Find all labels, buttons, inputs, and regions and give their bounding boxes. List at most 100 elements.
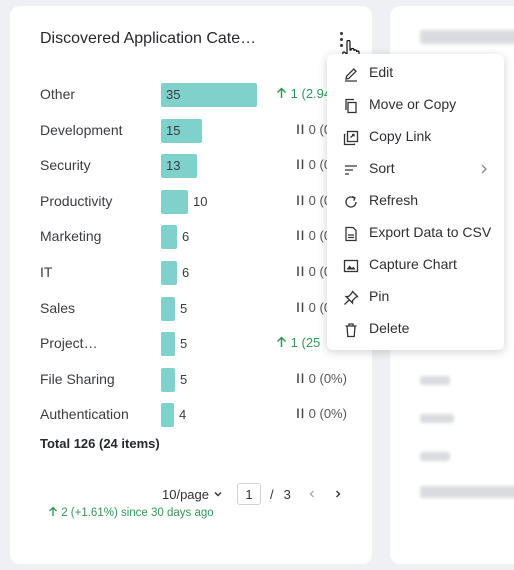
per-page-select[interactable]: 10/page bbox=[162, 487, 223, 502]
menu-item-edit[interactable]: Edit bbox=[327, 57, 504, 89]
sort-icon bbox=[345, 165, 357, 175]
no-change-icon bbox=[297, 302, 304, 312]
chart-row[interactable]: IT 6 0 (0 bbox=[40, 260, 370, 286]
no-change-icon bbox=[297, 195, 304, 205]
menu-item-pin[interactable]: Pin bbox=[327, 281, 504, 313]
category-label: Sales bbox=[40, 299, 76, 316]
widget-card: Discovered Application Cate… Other 35 1 (… bbox=[10, 6, 372, 564]
bar-value-label: 6 bbox=[182, 229, 190, 245]
no-change-icon bbox=[297, 408, 304, 419]
trash-icon bbox=[345, 323, 357, 338]
category-label: Development bbox=[40, 121, 123, 138]
chart-row[interactable]: Sales 5 0 (0 bbox=[40, 296, 370, 322]
since-label: 2 (+1.61%) since 30 days ago bbox=[48, 506, 214, 519]
menu-item-export-data-to-csv[interactable]: Export Data to CSV bbox=[327, 217, 504, 249]
change-percent: (0 bbox=[319, 299, 332, 315]
change-percent: (0 bbox=[319, 192, 332, 208]
image-icon bbox=[343, 259, 359, 273]
change-count: 1 bbox=[290, 86, 298, 101]
chevron-right-icon bbox=[481, 164, 487, 174]
bar-value-label: 4 bbox=[179, 407, 187, 423]
context-menu: Edit Move or Copy Copy Link Sort Refresh… bbox=[327, 54, 504, 350]
change-percent: (0 bbox=[319, 121, 332, 137]
prev-page-icon[interactable] bbox=[307, 489, 317, 499]
refresh-icon bbox=[345, 195, 357, 208]
bar[interactable] bbox=[161, 367, 175, 392]
menu-item-copy-link[interactable]: Copy Link bbox=[327, 121, 504, 153]
change-indicator: 0 (0 bbox=[296, 193, 331, 208]
change-indicator: 0 (0%) bbox=[296, 371, 347, 386]
change-count: 0 bbox=[308, 406, 316, 422]
bar[interactable] bbox=[161, 225, 177, 250]
change-count: 0 bbox=[308, 264, 316, 279]
bar-value-label: 13 bbox=[166, 158, 181, 174]
change-indicator: 0 (0%) bbox=[296, 406, 347, 421]
widget-title: Discovered Application Cate… bbox=[40, 30, 257, 47]
change-indicator: 0 (0 bbox=[296, 157, 331, 172]
change-indicator: 1 (2.94 bbox=[276, 86, 331, 101]
change-percent: (0 bbox=[319, 157, 332, 173]
change-percent: (0%) bbox=[319, 370, 347, 386]
arrow-up-icon bbox=[276, 336, 287, 348]
chart-row[interactable]: Security 13 0 (0 bbox=[40, 153, 370, 179]
bar[interactable] bbox=[161, 83, 257, 107]
chart-row[interactable]: Other 35 1 (2.94 bbox=[40, 82, 370, 108]
chart-row[interactable]: Productivity 10 0 (0 bbox=[40, 189, 370, 215]
change-indicator: 0 (0 bbox=[296, 300, 331, 315]
bar[interactable] bbox=[161, 261, 177, 285]
bar[interactable] bbox=[161, 296, 175, 321]
menu-item-delete[interactable]: Delete bbox=[327, 313, 504, 345]
bar-value-label: 15 bbox=[166, 122, 181, 138]
chart-row[interactable]: Development 15 0 (0 bbox=[40, 118, 370, 144]
change-count: 0 bbox=[308, 299, 316, 315]
category-label: IT bbox=[40, 264, 53, 280]
bar[interactable] bbox=[161, 118, 202, 143]
category-label: Project… bbox=[40, 335, 98, 352]
chart-row[interactable]: Marketing 6 0 (0 bbox=[40, 224, 370, 250]
change-count: 1 bbox=[290, 335, 298, 351]
change-indicator: 0 (0 bbox=[296, 228, 331, 243]
change-indicator: 0 (0 bbox=[296, 264, 331, 279]
chart-row[interactable]: Authentication 4 0 (0%) bbox=[40, 402, 370, 428]
per-page-label: 10/page bbox=[162, 486, 209, 502]
no-change-icon bbox=[297, 266, 304, 276]
no-change-icon bbox=[297, 124, 304, 134]
change-indicator: 0 (0 bbox=[296, 122, 331, 137]
change-count: 0 bbox=[308, 228, 316, 244]
bar[interactable] bbox=[161, 332, 175, 357]
more-options-icon[interactable] bbox=[334, 28, 348, 50]
pin-icon bbox=[344, 290, 359, 305]
category-label: Security bbox=[40, 157, 91, 174]
menu-item-sort[interactable]: Sort bbox=[327, 153, 504, 185]
no-change-icon bbox=[297, 373, 304, 383]
menu-item-refresh[interactable]: Refresh bbox=[327, 185, 504, 217]
total-label: Total 126 (24 items) bbox=[40, 436, 160, 451]
no-change-icon bbox=[297, 159, 304, 170]
change-indicator: 1 (25 bbox=[276, 335, 320, 350]
bar-value-label: 5 bbox=[180, 336, 188, 352]
bar-value-label: 6 bbox=[182, 265, 190, 280]
menu-item-move-or-copy[interactable]: Move or Copy bbox=[327, 89, 504, 121]
change-percent: (25 bbox=[301, 335, 321, 351]
category-label: Productivity bbox=[40, 192, 113, 209]
bar-value-label: 35 bbox=[166, 87, 181, 102]
change-percent: (0 bbox=[319, 228, 332, 244]
menu-item-capture-chart[interactable]: Capture Chart bbox=[327, 249, 504, 281]
chart-row[interactable]: File Sharing 5 0 (0%) bbox=[40, 367, 370, 393]
bar[interactable] bbox=[161, 154, 197, 179]
pagination: 10/page 1 / 3 bbox=[162, 483, 343, 505]
bar-value-label: 10 bbox=[193, 193, 208, 209]
change-count: 0 bbox=[308, 121, 316, 137]
bar-value-label: 5 bbox=[180, 300, 188, 316]
copy-icon bbox=[345, 98, 357, 114]
current-page-input[interactable]: 1 bbox=[237, 483, 261, 505]
bar[interactable] bbox=[161, 189, 188, 214]
change-percent: (0%) bbox=[319, 406, 347, 422]
csv-icon bbox=[345, 226, 357, 242]
change-percent: (2.94 bbox=[301, 86, 332, 101]
change-count: 0 bbox=[308, 157, 316, 173]
category-label: Authentication bbox=[40, 406, 129, 423]
chart-row[interactable]: Project… 5 1 (25 bbox=[40, 331, 370, 357]
bar[interactable] bbox=[161, 403, 174, 428]
next-page-icon[interactable] bbox=[333, 489, 343, 499]
